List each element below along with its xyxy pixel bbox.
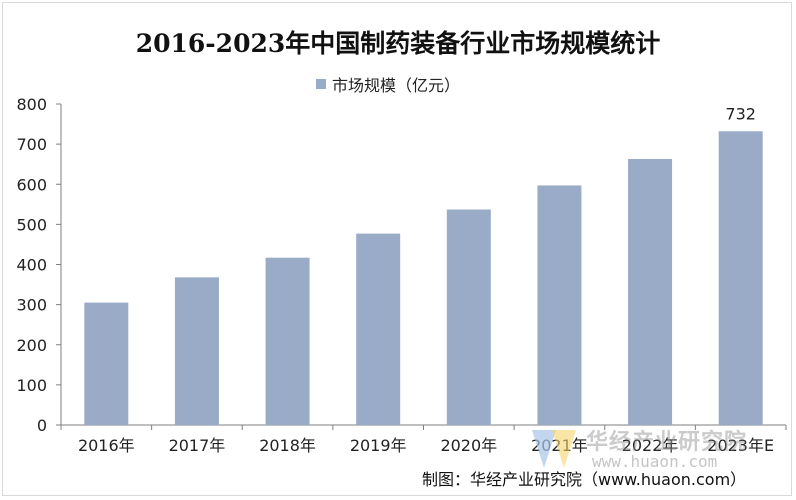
x-tick-label: 2016年 [78, 436, 135, 455]
y-tick-label: 0 [37, 416, 47, 435]
watermark-url: www.huaon.com [592, 452, 718, 471]
x-tick-label: 2019年 [350, 436, 407, 455]
y-tick-label: 400 [16, 256, 47, 275]
x-tick-label: 2018年 [259, 436, 316, 455]
bar [356, 233, 401, 425]
y-tick-label: 600 [16, 175, 47, 194]
legend-label: 市场规模（亿元） [332, 76, 461, 95]
x-tick-label: 2020年 [440, 436, 497, 455]
bar [446, 209, 491, 425]
huajing-logo [532, 430, 576, 468]
bar [718, 131, 763, 425]
y-tick-label: 300 [16, 296, 47, 315]
x-tick-label: 2017年 [169, 436, 226, 455]
bar [537, 185, 582, 425]
x-tick-label: 2022年 [622, 436, 679, 455]
bar [628, 158, 673, 425]
x-tick-label: 2023年E [707, 436, 774, 455]
bar [265, 257, 310, 425]
y-tick-label: 100 [16, 376, 47, 395]
chart-legend: 市场规模（亿元） [316, 74, 461, 95]
y-tick-label: 500 [16, 215, 47, 234]
y-tick-label: 200 [16, 336, 47, 355]
bar [84, 302, 129, 425]
chart-title: 2016-2023年中国制药装备行业市场规模统计 [135, 29, 661, 58]
bar [174, 277, 219, 425]
y-tick-label: 800 [16, 95, 47, 114]
legend-swatch [316, 79, 326, 89]
bar-data-label: 732 [725, 104, 756, 123]
y-tick-label: 700 [16, 135, 47, 154]
watermark-brand: 华经产业研究院 [586, 430, 748, 455]
chart-source: 制图：华经产业研究院（www.huaon.com） [422, 470, 747, 489]
